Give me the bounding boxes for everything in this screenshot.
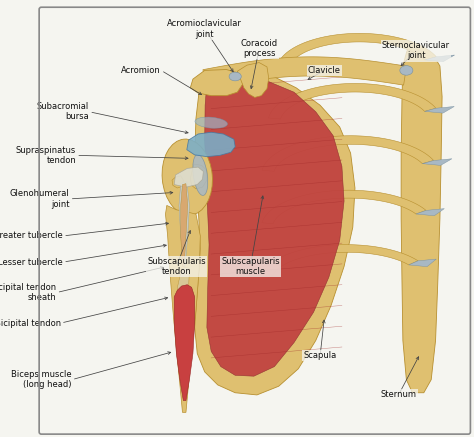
Polygon shape <box>262 190 426 224</box>
Polygon shape <box>262 136 434 171</box>
Polygon shape <box>409 259 436 267</box>
Polygon shape <box>172 176 183 188</box>
Polygon shape <box>195 68 355 395</box>
Ellipse shape <box>400 66 413 75</box>
Text: Acromioclavicular
joint: Acromioclavicular joint <box>167 19 242 39</box>
Text: Supraspinatus
tendon: Supraspinatus tendon <box>16 146 76 165</box>
Text: Acromion: Acromion <box>121 66 161 75</box>
Text: Subscapularis
muscle: Subscapularis muscle <box>221 257 280 276</box>
Polygon shape <box>425 107 454 113</box>
Text: Greater tubercle: Greater tubercle <box>0 232 63 240</box>
Text: Subacromial
bursa: Subacromial bursa <box>37 102 89 121</box>
Polygon shape <box>262 245 418 276</box>
Polygon shape <box>401 44 442 393</box>
Polygon shape <box>205 77 344 376</box>
Polygon shape <box>277 33 436 67</box>
Polygon shape <box>165 205 201 413</box>
Polygon shape <box>190 69 243 96</box>
Polygon shape <box>181 184 188 267</box>
Ellipse shape <box>195 117 228 128</box>
Polygon shape <box>179 182 190 267</box>
Ellipse shape <box>162 139 212 215</box>
Ellipse shape <box>193 154 208 195</box>
Polygon shape <box>187 132 235 156</box>
Text: Sternum: Sternum <box>381 390 417 399</box>
Polygon shape <box>177 267 190 299</box>
Text: Subscapularis
tendon: Subscapularis tendon <box>147 257 206 276</box>
Polygon shape <box>268 83 436 119</box>
Polygon shape <box>237 62 269 97</box>
Text: Coracoid
process: Coracoid process <box>241 39 278 58</box>
Text: Biceps muscle
(long head): Biceps muscle (long head) <box>11 370 72 389</box>
Text: Bicipital tendon
sheath: Bicipital tendon sheath <box>0 283 56 302</box>
Polygon shape <box>174 167 203 187</box>
Polygon shape <box>416 208 444 216</box>
Text: Glenohumeral
joint: Glenohumeral joint <box>10 189 70 208</box>
Polygon shape <box>422 159 452 165</box>
Polygon shape <box>174 285 195 401</box>
Text: Scapula: Scapula <box>303 351 337 360</box>
Ellipse shape <box>229 72 241 81</box>
Polygon shape <box>425 55 455 62</box>
Text: Lesser tubercle: Lesser tubercle <box>0 257 63 267</box>
Text: Sternoclavicular
joint: Sternoclavicular joint <box>382 41 450 60</box>
Text: Bicipital tendon: Bicipital tendon <box>0 319 61 328</box>
Text: Clavicle: Clavicle <box>308 66 341 75</box>
Polygon shape <box>203 57 407 89</box>
Polygon shape <box>190 164 207 189</box>
